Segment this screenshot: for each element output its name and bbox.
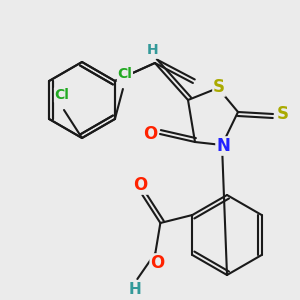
Text: S: S — [277, 105, 289, 123]
Text: Cl: Cl — [118, 67, 132, 81]
Text: O: O — [143, 125, 157, 143]
Text: H: H — [129, 281, 142, 296]
Text: Cl: Cl — [55, 88, 69, 102]
Text: N: N — [216, 137, 230, 155]
Text: H: H — [147, 43, 159, 57]
Text: S: S — [213, 78, 225, 96]
Text: O: O — [133, 176, 148, 194]
Text: H: H — [147, 44, 159, 58]
Text: O: O — [150, 254, 164, 272]
